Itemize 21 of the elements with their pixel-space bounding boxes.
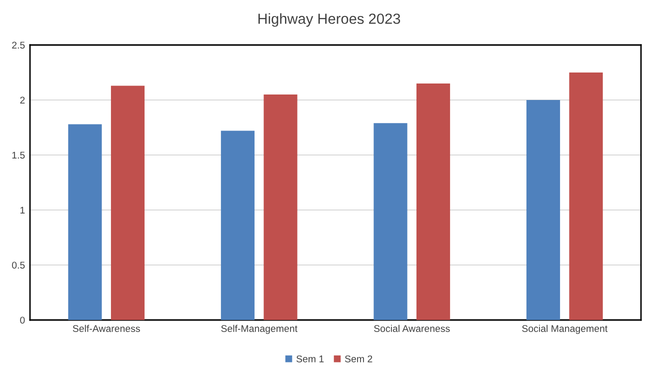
- bar: [264, 94, 298, 320]
- y-tick-label: 1: [20, 206, 25, 214]
- x-tick-label: Self-Management: [221, 324, 298, 334]
- bar: [526, 100, 560, 320]
- legend-label: Sem 1: [296, 355, 324, 362]
- bar: [110, 86, 145, 320]
- y-tick-label: 0: [20, 316, 25, 324]
- y-tick-label: 2.5: [12, 42, 25, 49]
- y-tick-label: 0.5: [12, 262, 25, 269]
- y-tick-label: 1.5: [12, 152, 25, 159]
- bar: [416, 84, 450, 320]
- bar: [220, 130, 255, 320]
- legend-label: Sem 2: [345, 355, 372, 362]
- x-tick-label: Social Management: [522, 324, 608, 334]
- x-tick-label: Social Awareness: [374, 324, 450, 332]
- x-tick-label: Self-Awareness: [72, 324, 140, 332]
- bar: [68, 124, 102, 320]
- y-tick-label: 2: [20, 96, 25, 104]
- bar: [569, 72, 603, 320]
- chart-title: Highway Heroes 2023: [258, 13, 400, 27]
- bar: [374, 123, 408, 320]
